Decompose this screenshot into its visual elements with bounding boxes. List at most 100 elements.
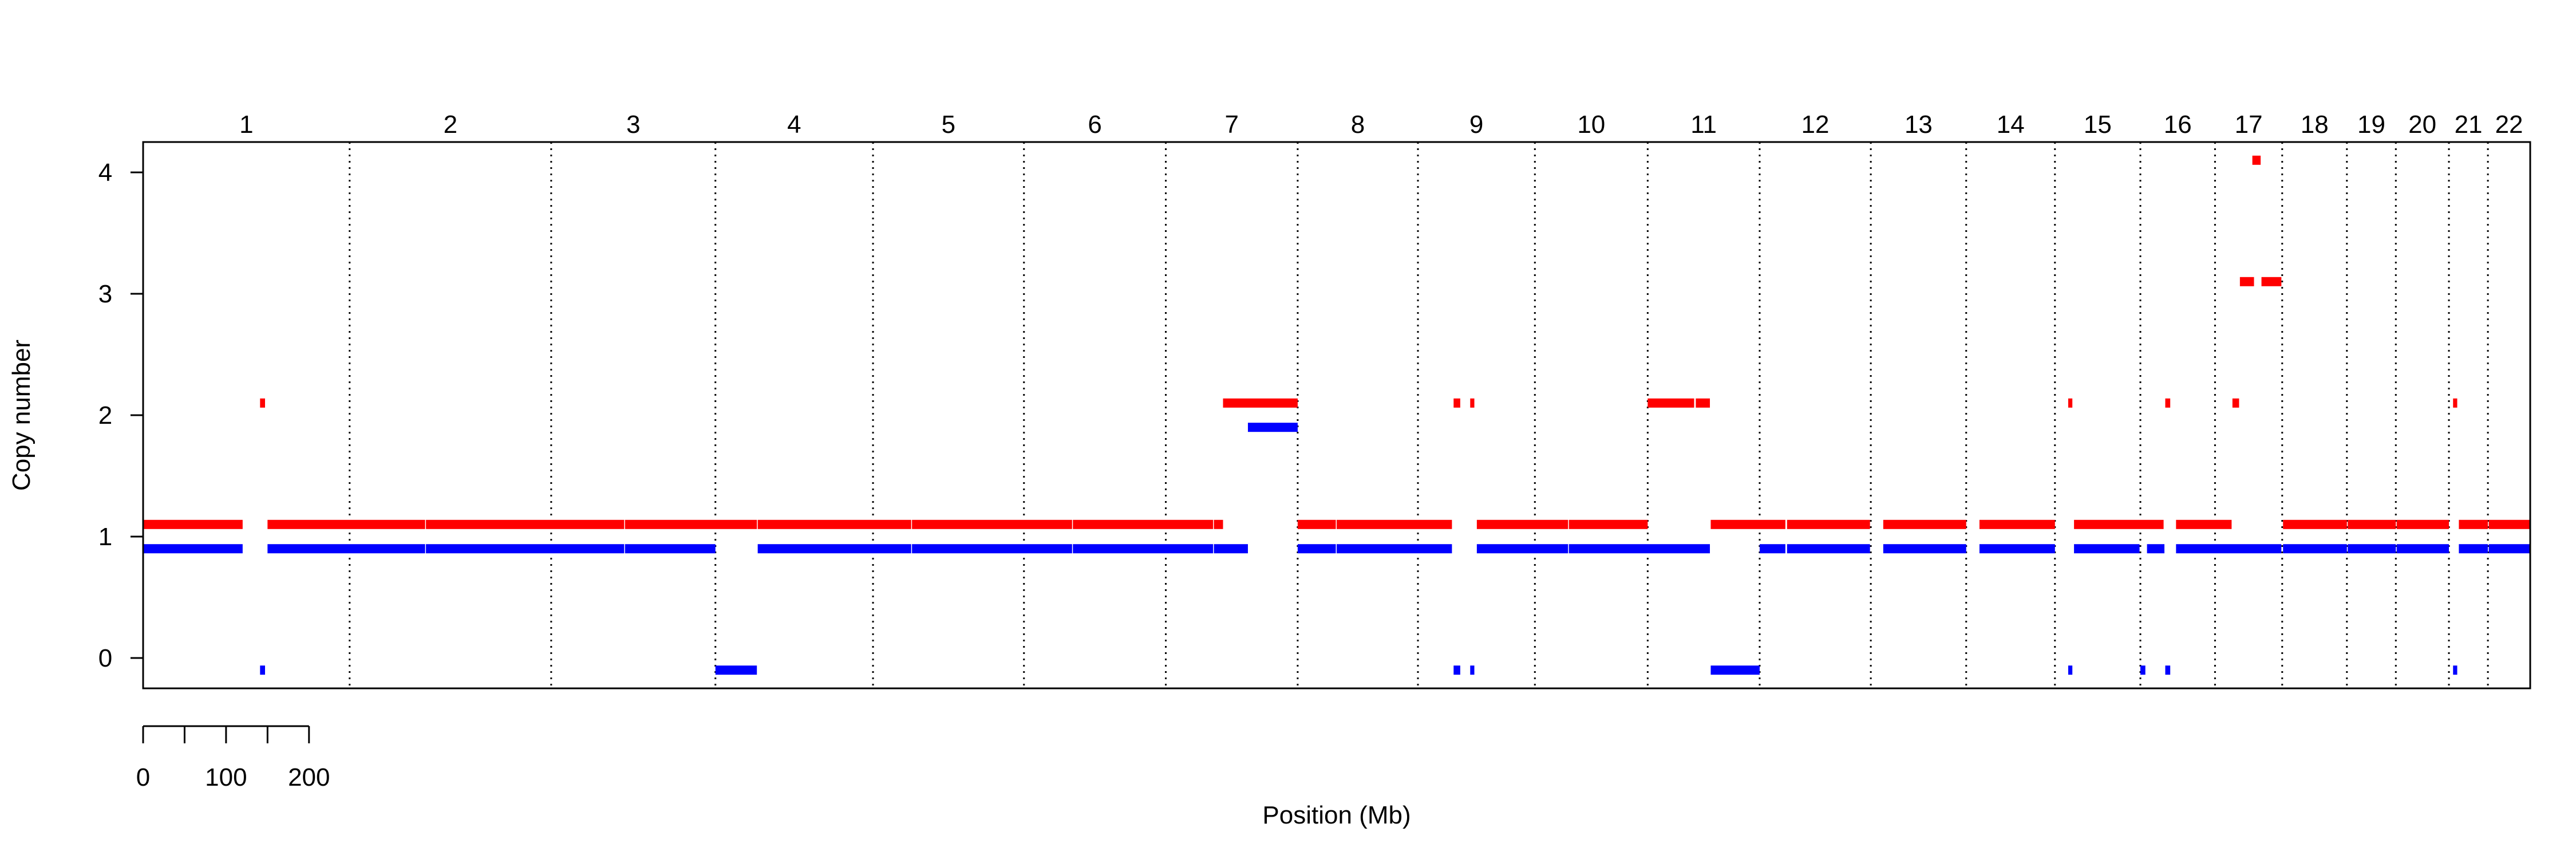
major-copy-segment [1214,519,1223,529]
minor-copy-segment [1453,665,1460,675]
minor-copy-segment [1247,423,1298,432]
major-copy-segment [426,519,625,529]
minor-copy-segment [715,665,757,675]
chromosome-label: 10 [1577,111,1605,139]
major-copy-segment [2348,519,2396,529]
major-copy-segment [2453,398,2458,408]
major-copy-segment [2488,519,2530,529]
chromosome-label: 22 [2495,111,2523,139]
minor-copy-segment [2074,544,2140,554]
major-copy-segment [1297,519,1336,529]
minor-copy-segment [2176,544,2282,554]
minor-copy-segment [1979,544,2055,554]
segments-layer [143,155,2530,675]
minor-copy-segment [1787,544,1870,554]
major-copy-segment [1470,398,1475,408]
major-copy-segment [2074,519,2164,529]
major-copy-segment [1696,398,1710,408]
chromosome-label: 17 [2235,111,2263,139]
scale-bar-label: 100 [205,763,247,791]
major-copy-segment [2165,398,2171,408]
x-axis-title: Position (Mb) [1262,801,1411,829]
minor-copy-segment [143,544,243,554]
major-copy-segment [1568,519,1648,529]
minor-copy-segment [912,544,1072,554]
chromosome-label: 15 [2084,111,2112,139]
major-copy-segment [2176,519,2232,529]
minor-copy-segment [2283,544,2347,554]
major-copy-segment [267,519,425,529]
minor-copy-segment [426,544,625,554]
minor-copy-segment [1883,544,1966,554]
chromosome-label: 7 [1224,111,1238,139]
major-copy-segment [2283,519,2347,529]
minor-copy-segment [757,544,911,554]
minor-copy-segment [2453,665,2458,675]
major-copy-segment [1453,398,1460,408]
major-copy-segment [912,519,1072,529]
major-copy-segment [1883,519,1966,529]
major-copy-segment [2232,398,2239,408]
major-copy-segment [1337,519,1452,529]
major-copy-segment [1223,398,1298,408]
minor-copy-segment [2348,544,2396,554]
minor-copy-segment [2068,665,2073,675]
minor-copy-segment [1337,544,1452,554]
scale-bar-label: 0 [136,763,150,791]
minor-copy-segment [625,544,716,554]
major-copy-segment [1710,519,1785,529]
major-copy-segment [2459,519,2488,529]
chromosome-label: 12 [1801,111,1830,139]
plot-frame [142,141,2531,689]
minor-copy-segment [2147,544,2165,554]
major-copy-segment [260,398,265,408]
chromosome-label: 19 [2357,111,2385,139]
chromosome-label: 9 [1469,111,1483,139]
chromosome-labels: 1 2 3 4 5 6 7 8 9 10 11 12 13 14 15 16 17 18 19 20 21 22 [239,111,2523,139]
major-copy-segment [2239,277,2254,286]
minor-copy-segment [2165,665,2171,675]
chromosome-label: 20 [2408,111,2436,139]
chromosome-label: 18 [2301,111,2329,139]
y-tick-label: 3 [98,280,112,308]
major-copy-segment [143,519,243,529]
major-copy-segment [2068,398,2073,408]
minor-copy-segment [1214,544,1248,554]
chromosome-label: 13 [1905,111,1933,139]
minor-copy-segment [1297,544,1336,554]
chromosome-dividers [349,142,2489,688]
chromosome-label: 5 [942,111,955,139]
scale-bar: 0 100 200 [136,725,330,791]
major-copy-segment [2396,519,2449,529]
minor-copy-segment [1568,544,1710,554]
y-tick-label: 1 [98,523,112,551]
chromosome-label: 1 [239,111,253,139]
scale-bar-label: 200 [288,763,330,791]
major-copy-segment [1787,519,1870,529]
minor-copy-segment [2140,665,2146,675]
chromosome-label: 4 [787,111,801,139]
major-copy-segment [1476,519,1568,529]
minor-copy-segment [1710,665,1760,675]
minor-copy-segment [2488,544,2530,554]
major-copy-segment [757,519,911,529]
minor-copy-segment [1759,544,1785,554]
chromosome-label: 14 [1997,111,2025,139]
chromosome-label: 3 [626,111,640,139]
major-copy-segment [1647,398,1694,408]
y-axis-title: Copy number [7,340,35,491]
major-copy-segment [625,519,757,529]
major-copy-segment [2252,155,2261,165]
y-tick-label: 0 [98,644,112,672]
minor-copy-segment [1470,665,1475,675]
major-copy-segment [2261,277,2282,286]
chromosome-label: 2 [444,111,457,139]
major-copy-segment [1979,519,2055,529]
y-tick-label: 4 [98,159,112,187]
chromosome-label: 21 [2455,111,2483,139]
y-axis: 0 1 2 3 4 [98,159,143,672]
chromosome-label: 11 [1690,111,1717,139]
minor-copy-segment [260,665,265,675]
y-tick-label: 2 [98,401,112,430]
